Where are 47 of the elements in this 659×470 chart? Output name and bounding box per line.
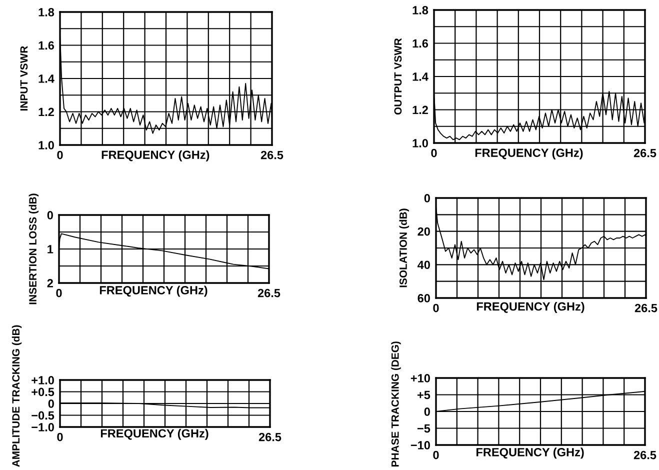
y-tick-label: 1.4 <box>38 74 54 83</box>
y-tick-label: −0.5 <box>32 411 54 420</box>
y-axis-title: INSERTION LOSS (dB) <box>28 194 39 304</box>
y-tick-label: −5 <box>417 424 430 433</box>
y-tick-label: 40 <box>417 260 430 270</box>
y-axis-title: OUTPUT VSWR <box>394 38 402 115</box>
y-tick-label: 1.2 <box>38 108 54 116</box>
y-tick-label: 20 <box>418 227 430 236</box>
x-tick-label: 26.5 <box>634 148 656 158</box>
x-tick-label: 0 <box>431 148 437 158</box>
y-tick-label: 60 <box>418 294 430 302</box>
x-axis-title: FREQUENCY (GHz) <box>100 428 208 440</box>
y-tick-label: 1.8 <box>412 6 428 14</box>
y-tick-label: 1.6 <box>38 41 54 50</box>
y-tick-label: −1.0 <box>32 423 54 432</box>
y-axis-title: AMPLITUDE TRACKING (dB) <box>12 325 22 467</box>
y-axis-title: ISOLATION (dB) <box>399 208 409 288</box>
x-axis-title: FREQUENCY (GHz) <box>102 150 210 162</box>
y-tick-label: 1.0 <box>38 141 54 150</box>
y-tick-label: 0 <box>424 194 430 202</box>
y-tick-label: +10 <box>410 374 430 382</box>
y-tick-label: +0.5 <box>32 388 54 396</box>
y-tick-label: 2 <box>47 279 53 288</box>
x-tick-label: 26.5 <box>258 288 280 298</box>
y-tick-label: +5 <box>417 390 430 400</box>
y-tick-label: 1.2 <box>412 106 428 114</box>
x-axis-title: FREQUENCY (GHz) <box>475 148 583 160</box>
y-tick-label: 0 <box>47 211 53 220</box>
y-tick-label: 1.0 <box>412 139 428 148</box>
x-tick-label: 26.5 <box>258 432 282 442</box>
x-axis-title: FREQUENCY (GHz) <box>100 286 208 297</box>
y-tick-label: +1.0 <box>32 376 54 384</box>
y-axis-title: PHASE TRACKING (DEG) <box>391 342 401 467</box>
y-tick-label: 1.6 <box>412 39 428 48</box>
y-tick-label: 1 <box>48 245 54 254</box>
y-tick-label: 0 <box>424 408 430 416</box>
x-tick-label: 26.5 <box>634 450 656 460</box>
y-tick-label: −10 <box>410 441 430 450</box>
y-axis-title: INPUT VSWR <box>20 46 28 110</box>
x-axis-title: FREQUENCY (GHz) <box>476 302 584 314</box>
x-axis-title: FREQUENCY (GHz) <box>476 448 584 459</box>
x-tick-label: 26.5 <box>634 304 658 312</box>
x-tick-label: 0 <box>57 150 63 160</box>
y-tick-label: 1.8 <box>38 8 54 16</box>
y-tick-label: 1.4 <box>412 72 428 81</box>
y-tick-label: 0 <box>48 400 54 408</box>
x-tick-label: 26.5 <box>260 150 284 160</box>
